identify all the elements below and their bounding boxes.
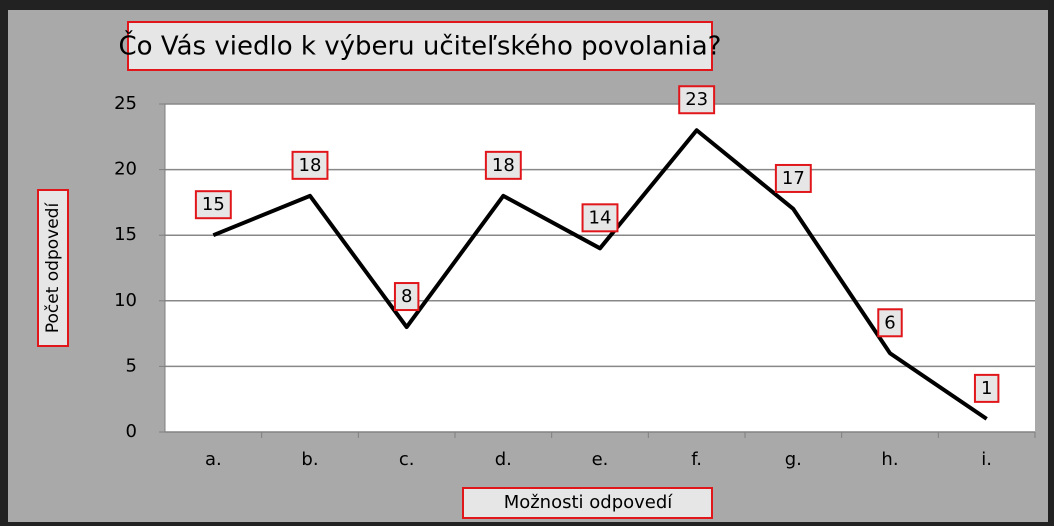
x-tick-label: h. (881, 449, 898, 470)
data-label: 15 (202, 194, 225, 215)
data-label: 18 (492, 155, 515, 176)
y-tick-label: 20 (114, 159, 137, 180)
x-tick-label: b. (301, 449, 318, 470)
y-axis-label: Počet odpovedí (43, 202, 63, 334)
data-label-box (291, 150, 329, 180)
title-box (127, 21, 713, 71)
y-tick-label: 0 (126, 421, 137, 442)
data-label-box (877, 308, 903, 338)
x-axis-label: Možnosti odpovedí (504, 492, 674, 513)
x-tick-label: e. (592, 449, 609, 470)
data-line (212, 128, 988, 421)
x-tick-label: i. (981, 449, 992, 470)
data-label-box (393, 282, 420, 312)
y-tick-label: 10 (114, 290, 137, 311)
data-label: 23 (685, 89, 708, 110)
data-label: 18 (299, 155, 322, 176)
data-label-box (484, 150, 522, 180)
data-label-box (678, 85, 716, 115)
y-tick-label: 25 (114, 93, 137, 114)
x-axis-label-box (462, 487, 713, 519)
data-label: 14 (589, 207, 612, 228)
x-tick-label: f. (691, 449, 702, 470)
data-label: 1 (981, 378, 992, 399)
data-label-box (973, 373, 1000, 403)
y-tick-label: 5 (126, 355, 137, 376)
y-axis-label-box (37, 189, 69, 347)
data-label-box (581, 203, 619, 233)
x-tick-label: a. (205, 449, 222, 470)
y-tick-label: 15 (114, 224, 137, 245)
chart-title: Čo Vás viedlo k výberu učiteľského povol… (119, 30, 722, 62)
data-label-box (194, 190, 232, 220)
data-label-box (774, 163, 812, 193)
x-tick-label: c. (399, 449, 415, 470)
data-label: 17 (782, 168, 805, 189)
x-tick-label: d. (495, 449, 512, 470)
x-tick-label: g. (785, 449, 802, 470)
data-label: 6 (884, 312, 895, 333)
data-label: 8 (401, 286, 412, 307)
